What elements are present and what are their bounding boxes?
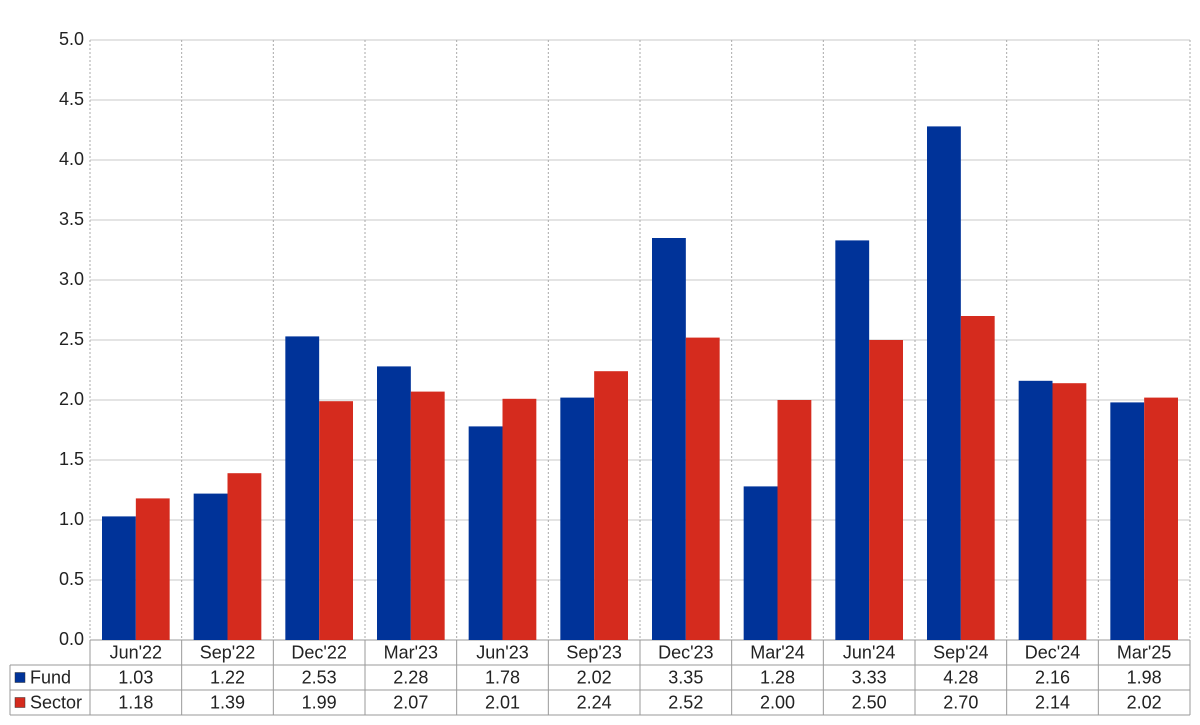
legend-label: Fund <box>30 667 71 687</box>
table-value: 3.33 <box>852 667 887 687</box>
x-tick-label: Dec'24 <box>1025 642 1080 662</box>
y-tick-label: 3.5 <box>59 209 84 229</box>
table-value: 2.07 <box>393 692 428 712</box>
x-tick-label: Jun'23 <box>476 642 528 662</box>
table-value: 1.39 <box>210 692 245 712</box>
bar <box>1018 380 1053 640</box>
bar <box>927 126 961 640</box>
x-tick-label: Sep'22 <box>200 642 256 662</box>
x-tick-label: Jun'24 <box>843 642 895 662</box>
table-value: 1.22 <box>210 667 245 687</box>
bar <box>468 426 503 640</box>
table-value: 2.02 <box>577 667 612 687</box>
bar <box>685 337 720 640</box>
legend-label: Sector <box>30 692 82 712</box>
table-value: 2.28 <box>393 667 428 687</box>
x-tick-label: Mar'25 <box>1117 642 1171 662</box>
bar <box>594 371 628 640</box>
bar <box>743 486 778 640</box>
table-value: 4.28 <box>943 667 978 687</box>
bar <box>777 400 812 640</box>
y-tick-label: 4.0 <box>59 149 84 169</box>
table-value: 1.78 <box>485 667 520 687</box>
table-value: 2.00 <box>760 692 795 712</box>
x-tick-label: Mar'24 <box>750 642 804 662</box>
x-tick-label: Sep'24 <box>933 642 989 662</box>
y-tick-label: 1.0 <box>59 509 84 529</box>
table-value: 1.03 <box>118 667 153 687</box>
bar <box>410 391 445 640</box>
table-value: 2.02 <box>1127 692 1162 712</box>
x-tick-label: Sep'23 <box>566 642 622 662</box>
table-value: 2.52 <box>668 692 703 712</box>
bar <box>285 336 320 640</box>
bar <box>135 498 170 640</box>
legend-key <box>14 697 26 708</box>
y-tick-label: 5.0 <box>59 29 84 49</box>
table-value: 2.53 <box>302 667 337 687</box>
y-tick-label: 1.5 <box>59 449 84 469</box>
y-tick-label: 4.5 <box>59 89 84 109</box>
y-tick-label: 2.0 <box>59 389 84 409</box>
bar <box>193 493 228 640</box>
y-tick-label: 0.0 <box>59 629 84 649</box>
x-tick-label: Jun'22 <box>110 642 162 662</box>
y-tick-label: 2.5 <box>59 329 84 349</box>
x-tick-label: Dec'22 <box>291 642 346 662</box>
table-value: 1.28 <box>760 667 795 687</box>
table-value: 2.01 <box>485 692 520 712</box>
table-value: 2.70 <box>943 692 978 712</box>
table-value: 1.99 <box>302 692 337 712</box>
bar <box>502 398 537 640</box>
table-value: 2.24 <box>577 692 612 712</box>
y-tick-label: 3.0 <box>59 269 84 289</box>
bar <box>1052 383 1087 640</box>
bar <box>377 366 411 640</box>
bar <box>960 316 995 640</box>
bar <box>102 516 136 640</box>
bar <box>560 397 595 640</box>
x-tick-label: Dec'23 <box>658 642 713 662</box>
bar <box>652 238 686 640</box>
bar <box>319 401 353 640</box>
bar <box>227 473 262 640</box>
bar <box>835 240 870 640</box>
legend-key <box>14 672 26 683</box>
table-value: 2.14 <box>1035 692 1070 712</box>
table-value: 1.18 <box>118 692 153 712</box>
table-value: 2.50 <box>852 692 887 712</box>
x-tick-label: Mar'23 <box>384 642 438 662</box>
table-value: 3.35 <box>668 667 703 687</box>
bar <box>1144 397 1178 640</box>
bar <box>1110 402 1145 640</box>
y-tick-label: 0.5 <box>59 569 84 589</box>
bar <box>869 340 903 640</box>
table-value: 1.98 <box>1127 667 1162 687</box>
table-value: 2.16 <box>1035 667 1070 687</box>
